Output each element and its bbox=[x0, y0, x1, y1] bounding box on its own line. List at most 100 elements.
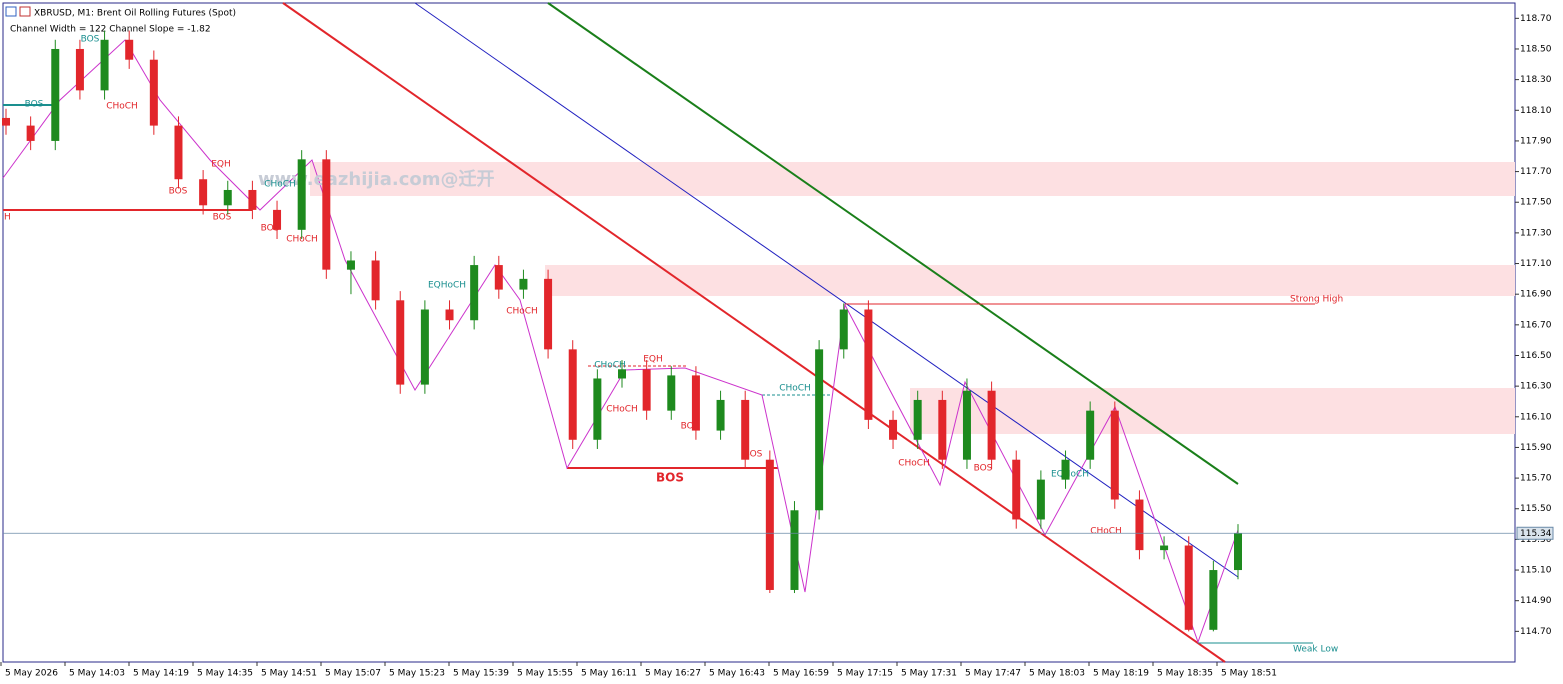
label: EQH bbox=[211, 160, 231, 170]
annotations: BOS CHoCH BOS EQH BOS BOS CHoCH BOS CHoC… bbox=[4, 35, 1343, 655]
y-tick-label: 117.50 bbox=[1520, 198, 1552, 208]
candle-body bbox=[1234, 533, 1242, 571]
x-tick-label: 5 May 16:59 bbox=[773, 669, 829, 679]
price-tag-label: 115.34 bbox=[1520, 529, 1552, 539]
candle-body bbox=[938, 399, 947, 460]
chart-subtitle: Channel Width = 122 Channel Slope = -1.8… bbox=[10, 25, 211, 35]
x-tick-label: 5 May 2026 bbox=[5, 669, 58, 679]
candle-body bbox=[1110, 410, 1119, 500]
label: CHoCH bbox=[1090, 527, 1122, 537]
plot-frame bbox=[2, 2, 1516, 663]
label: BOS bbox=[744, 450, 763, 460]
price-tag bbox=[1516, 526, 1554, 540]
candle-body bbox=[1061, 459, 1070, 480]
candle-body bbox=[297, 159, 306, 230]
icon bbox=[5, 6, 17, 17]
candle-body bbox=[273, 209, 282, 230]
candle-body bbox=[396, 300, 405, 385]
label: CHoCH bbox=[898, 459, 930, 469]
y-tick-label: 116.30 bbox=[1520, 382, 1552, 392]
candle-body bbox=[667, 375, 676, 411]
y-tick-label: 117.90 bbox=[1520, 136, 1552, 146]
candle-body bbox=[470, 265, 479, 321]
x-tick-label: 5 May 18:19 bbox=[1093, 669, 1149, 679]
channel-mid bbox=[414, 2, 1239, 578]
candle-body bbox=[174, 125, 183, 180]
x-tick-label: 5 May 14:51 bbox=[261, 669, 317, 679]
label: BOS bbox=[81, 35, 100, 45]
candle-body bbox=[889, 419, 898, 440]
label: CHoCH bbox=[506, 307, 538, 317]
label: H bbox=[4, 213, 11, 223]
candle-body bbox=[494, 265, 503, 290]
watermark: www.eazhijia.com@迁开 bbox=[258, 169, 495, 190]
x-tick-label: 5 May 15:23 bbox=[389, 669, 445, 679]
candle-body bbox=[1135, 499, 1144, 551]
supply-zone bbox=[910, 388, 1515, 434]
candle-body bbox=[1160, 545, 1169, 551]
x-tick-label: 5 May 16:27 bbox=[645, 669, 701, 679]
x-tick-label: 5 May 16:11 bbox=[581, 669, 637, 679]
candle-body bbox=[1036, 479, 1045, 520]
chart-title: XBRUSD, M1: Brent Oil Rolling Futures (S… bbox=[34, 9, 236, 19]
y-tick-label: 115.30 bbox=[1520, 535, 1552, 545]
candle-body bbox=[962, 390, 971, 460]
candle-body bbox=[223, 189, 232, 206]
candle-body bbox=[1086, 410, 1095, 460]
candle-body bbox=[765, 459, 774, 590]
candle-body bbox=[248, 189, 257, 210]
candle-body bbox=[519, 278, 528, 290]
candle-body bbox=[593, 378, 602, 440]
channel-lower bbox=[282, 2, 1226, 663]
x-tick-label: 5 May 15:39 bbox=[453, 669, 509, 679]
candle-body bbox=[26, 125, 35, 141]
supply-zone bbox=[545, 265, 1515, 296]
candle-body bbox=[445, 309, 454, 321]
candle-body bbox=[864, 309, 873, 420]
y-tick-label: 115.10 bbox=[1520, 566, 1552, 576]
candle-body bbox=[839, 309, 848, 350]
y-tick-label: 117.10 bbox=[1520, 259, 1552, 269]
channel-upper bbox=[547, 2, 1239, 485]
y-tick-label: 116.10 bbox=[1520, 412, 1552, 422]
label: CHoCH bbox=[606, 405, 638, 415]
label: BOS bbox=[169, 187, 188, 197]
x-tick-label: 5 May 18:35 bbox=[1157, 669, 1213, 679]
x-tick-label: 5 May 17:47 bbox=[965, 669, 1021, 679]
label: CHoCH bbox=[286, 235, 318, 245]
candle-body bbox=[741, 399, 750, 460]
x-tick-label: 5 May 14:03 bbox=[69, 669, 125, 679]
y-tick-label: 116.90 bbox=[1520, 290, 1552, 300]
candle-body bbox=[420, 309, 429, 385]
y-tick-label: 114.70 bbox=[1520, 627, 1552, 637]
candle-body bbox=[100, 39, 109, 91]
label: BOS bbox=[213, 213, 232, 223]
x-tick-label: 5 May 15:55 bbox=[517, 669, 573, 679]
label: BOS bbox=[974, 464, 993, 474]
label: CHoCH bbox=[106, 102, 138, 112]
candle-body bbox=[913, 399, 922, 440]
candle-body bbox=[149, 59, 158, 126]
candle-body bbox=[642, 369, 651, 411]
candle-body bbox=[987, 390, 996, 460]
candle-body bbox=[199, 179, 208, 206]
candle-body bbox=[544, 278, 553, 350]
label: Strong High bbox=[1290, 295, 1343, 305]
x-tick-label: 5 May 14:35 bbox=[197, 669, 253, 679]
y-tick-label: 115.90 bbox=[1520, 443, 1552, 453]
y-tick-label: 117.30 bbox=[1520, 228, 1552, 238]
label: BOS bbox=[261, 224, 280, 234]
candle-body bbox=[322, 159, 331, 270]
y-tick-label: 116.70 bbox=[1520, 320, 1552, 330]
x-tick-label: 5 May 14:19 bbox=[133, 669, 189, 679]
label: CHoCH bbox=[264, 180, 296, 190]
candle-body bbox=[1012, 459, 1021, 520]
y-tick-label: 118.70 bbox=[1520, 14, 1552, 24]
candle-body bbox=[790, 510, 799, 590]
candle-body bbox=[2, 117, 10, 126]
label: BOS bbox=[25, 100, 44, 110]
label: CHoCH bbox=[594, 361, 626, 371]
y-tick-label: 118.30 bbox=[1520, 75, 1552, 85]
y-tick-label: 115.70 bbox=[1520, 474, 1552, 484]
